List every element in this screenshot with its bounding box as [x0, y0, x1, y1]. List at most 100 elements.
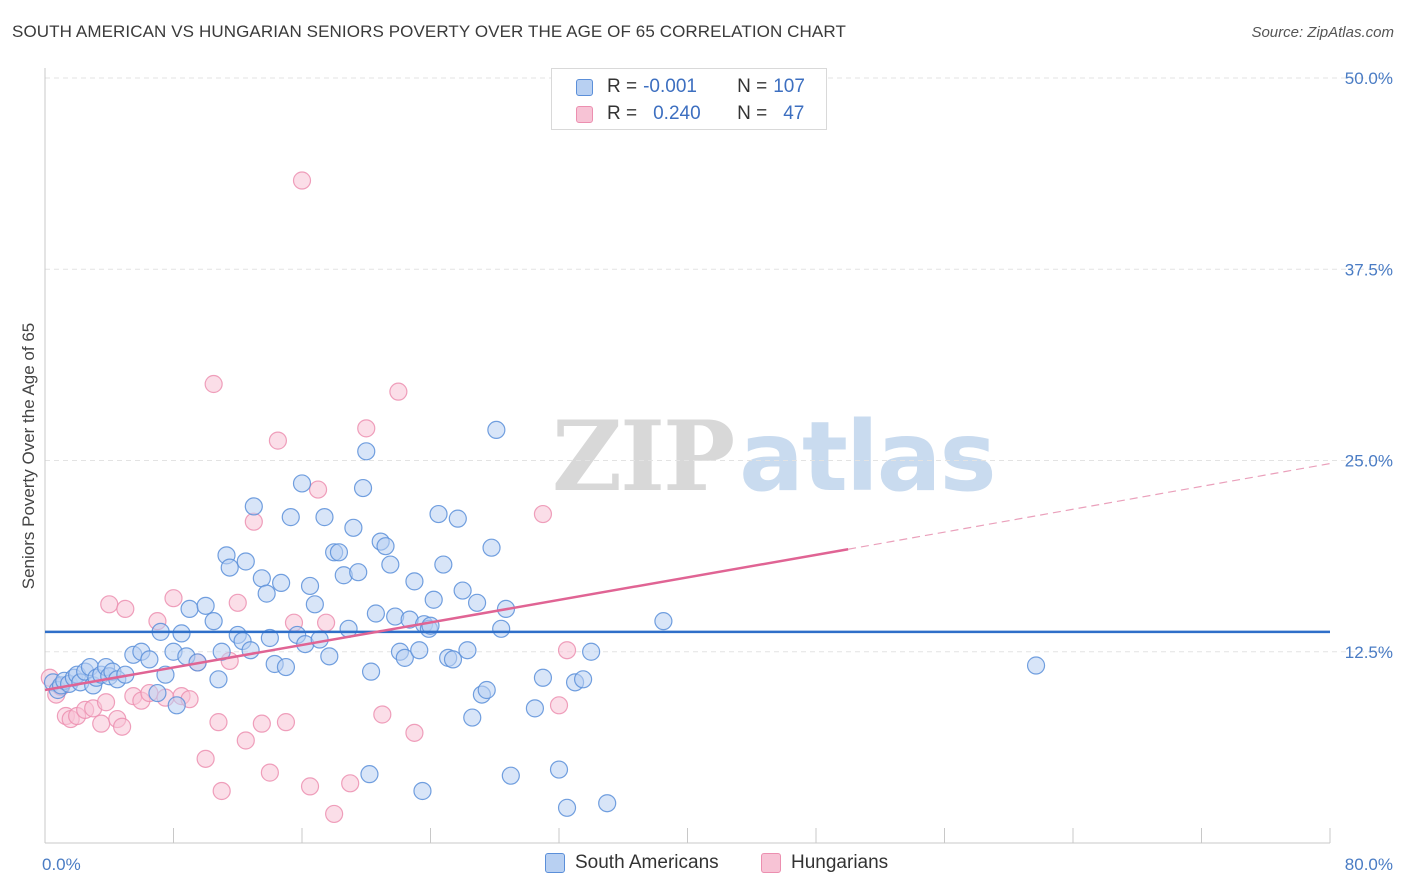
point-south-americans [434, 555, 453, 574]
point-south-americans [1026, 656, 1046, 675]
point-south-americans [305, 595, 324, 614]
legend-n-label: N = [737, 103, 768, 124]
point-south-americans [276, 657, 296, 677]
point-hungarians [389, 382, 408, 401]
point-hungarians [405, 723, 424, 742]
legend-r-label: R = [607, 76, 638, 97]
y-tick-label: 37.5% [1345, 260, 1393, 279]
legend-n-label: N = [737, 76, 768, 97]
point-hungarians [325, 804, 344, 824]
point-south-americans [654, 612, 673, 631]
x-tick-label: 80.0% [1345, 855, 1393, 874]
legend-r-value: -0.001 [643, 76, 697, 97]
point-south-americans [395, 648, 414, 667]
correlation-legend: R = -0.001 N = 107 R = 0.240 N = 47 [551, 68, 827, 130]
point-south-americans [533, 668, 553, 687]
legend-swatch-hungarians [576, 105, 593, 123]
point-south-americans [477, 680, 496, 700]
point-south-americans [424, 590, 443, 609]
point-hungarians [204, 374, 223, 394]
point-hungarians [549, 696, 569, 715]
point-hungarians [557, 641, 577, 660]
point-south-americans [573, 670, 593, 689]
point-south-americans [220, 558, 239, 577]
point-hungarians [228, 593, 247, 612]
point-south-americans [292, 474, 312, 493]
point-south-americans [467, 593, 487, 612]
point-south-americans [549, 760, 569, 779]
legend-n-value: 107 [773, 76, 805, 97]
point-hungarians [357, 419, 376, 438]
chart-title: SOUTH AMERICAN VS HUNGARIAN SENIORS POVE… [12, 22, 846, 41]
source-label: Source: ZipAtlas.com [1251, 24, 1394, 41]
point-south-americans [257, 584, 276, 603]
trend-line-hungarians-extension [848, 462, 1331, 550]
point-south-americans [458, 641, 477, 660]
point-south-americans [196, 596, 215, 615]
series-label-south-americans: South Americans [575, 852, 719, 873]
point-hungarians [100, 595, 119, 614]
point-hungarians [252, 714, 271, 733]
y-tick-label: 25.0% [1345, 452, 1393, 471]
point-south-americans [204, 612, 223, 631]
point-south-americans [310, 630, 329, 649]
point-south-americans [272, 573, 291, 593]
point-hungarians [300, 777, 320, 796]
point-south-americans [140, 650, 159, 669]
trend-line-hungarians [44, 548, 849, 692]
point-south-americans [487, 420, 506, 439]
legend-n-value: 47 [783, 103, 805, 124]
series-legend-hungarians[interactable]: Hungarians [761, 852, 888, 874]
point-south-americans [598, 794, 617, 813]
point-south-americans [376, 537, 395, 556]
point-south-americans [410, 641, 429, 660]
point-hungarians [316, 613, 336, 632]
point-south-americans [209, 670, 228, 689]
point-hungarians [92, 714, 111, 733]
point-south-americans [501, 766, 520, 785]
legend-row-hungarians: R = 0.240 N = 47 [576, 102, 804, 126]
point-south-americans [281, 508, 300, 527]
point-south-americans [260, 628, 279, 648]
series-legend-south-americans[interactable]: South Americans [545, 852, 719, 874]
point-south-americans [360, 765, 379, 784]
point-south-americans [252, 569, 271, 588]
series-legend: South Americans Hungarians [0, 852, 1406, 878]
point-south-americans [167, 696, 186, 715]
point-hungarians [308, 480, 328, 499]
series-swatch-south-americans [545, 853, 565, 873]
point-hungarians [212, 781, 231, 801]
point-south-americans [413, 781, 432, 801]
point-south-americans [315, 508, 334, 527]
point-south-americans [582, 642, 601, 661]
point-south-americans [443, 650, 463, 669]
point-hungarians [533, 504, 553, 524]
point-south-americans [300, 576, 320, 596]
point-hungarians [164, 589, 183, 608]
y-tick-label: 50.0% [1345, 69, 1393, 88]
point-hungarians [112, 717, 132, 736]
y-axis-label: Seniors Poverty Over the Age of 65 [19, 323, 38, 589]
point-hungarians [292, 171, 312, 190]
point-south-americans [236, 552, 255, 571]
point-hungarians [116, 599, 135, 619]
point-south-americans [492, 619, 511, 638]
point-hungarians [276, 713, 296, 732]
point-south-americans [349, 563, 368, 582]
legend-row-south-americans: R = -0.001 N = 107 [576, 75, 805, 99]
point-south-americans [320, 647, 339, 666]
point-south-americans [366, 604, 385, 623]
point-south-americans [357, 442, 376, 461]
point-south-americans [448, 509, 467, 528]
point-hungarians [260, 763, 279, 782]
point-hungarians [244, 512, 263, 531]
point-hungarians [268, 431, 288, 450]
x-tick-label: 0.0% [42, 855, 81, 874]
y-tick-label: 12.5% [1345, 643, 1393, 662]
point-hungarians [341, 774, 360, 793]
point-south-americans [244, 497, 263, 516]
point-south-americans [344, 518, 363, 537]
point-hungarians [236, 731, 255, 750]
point-hungarians [373, 705, 392, 724]
